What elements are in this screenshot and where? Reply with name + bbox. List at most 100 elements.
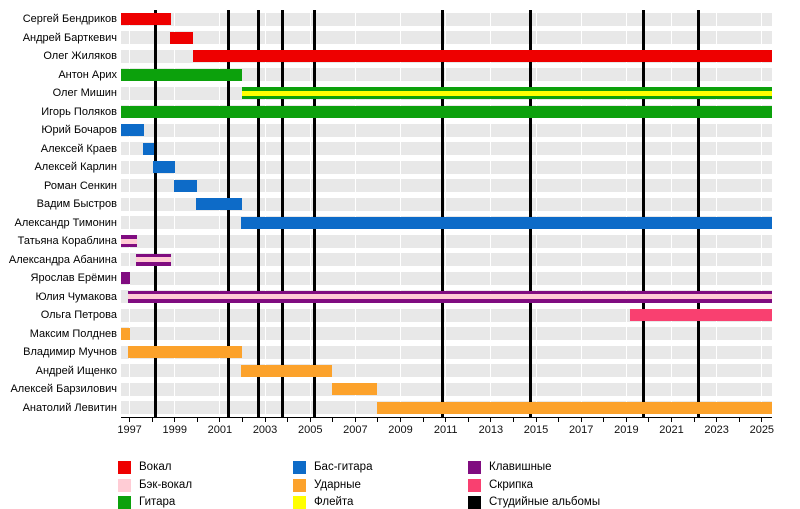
year-gridline — [716, 10, 718, 417]
backing_vocal-stripe — [128, 294, 772, 300]
year-gridline — [671, 10, 673, 417]
member-label: Александр Тимонин — [14, 216, 117, 229]
member-label: Игорь Поляков — [41, 105, 117, 118]
x-axis-tick — [196, 418, 198, 422]
member-label: Андрей Барткевич — [22, 31, 117, 44]
x-axis-tick — [354, 418, 356, 422]
x-axis-tick-label: 2017 — [568, 424, 594, 436]
member-role-bar — [240, 216, 772, 229]
legend-swatch-vocal — [118, 461, 131, 474]
x-axis-tick — [129, 418, 131, 422]
legend-swatch-flute — [293, 496, 306, 509]
x-axis-tick — [174, 418, 176, 422]
year-gridline — [309, 10, 311, 417]
x-axis-tick — [309, 418, 311, 422]
x-axis-tick — [490, 418, 492, 422]
studio-album-line — [313, 10, 317, 417]
x-axis-tick-label: 2021 — [659, 424, 684, 436]
x-axis-tick — [580, 418, 582, 422]
member-role-bar — [174, 179, 197, 192]
backing_vocal-stripe — [136, 257, 171, 263]
year-gridline — [129, 10, 131, 417]
member-labels-column: Сергей Бендриков Андрей Барткевич Олег Жил… — [0, 0, 117, 417]
x-axis-tick-label: 2009 — [388, 424, 413, 436]
x-axis-tick-label: 2001 — [207, 424, 233, 436]
member-role-bar — [121, 327, 131, 340]
year-gridline — [264, 10, 266, 417]
x-axis-tick — [558, 418, 560, 422]
member-label: Вадим Быстров — [36, 198, 117, 210]
member-label: Владимир Мучнов — [23, 346, 117, 358]
x-axis-tick-label: 2023 — [704, 424, 729, 436]
member-role-bar — [136, 253, 171, 266]
member-label: Андрей Ищенко — [35, 364, 117, 377]
legend-swatch-backing_vocal — [118, 478, 131, 492]
legend-swatch-drums — [293, 478, 306, 492]
x-axis-tick — [332, 418, 334, 422]
x-axis-tick — [512, 418, 514, 422]
member-role-bar — [241, 87, 772, 100]
x-axis-tick-label: 2025 — [749, 424, 775, 436]
member-role-bar — [121, 13, 171, 26]
legend-label: Бас-гитара — [314, 461, 373, 473]
chart-legend: Вокал Бэк-вокал Гитара Бас-гитара Ударные Фле… — [0, 450, 800, 509]
x-axis-tick-label: 1999 — [162, 424, 187, 436]
x-axis-tick — [671, 418, 673, 422]
flute-stripe — [241, 90, 772, 96]
x-axis-line — [121, 417, 772, 418]
year-gridline — [580, 10, 582, 417]
member-label: Анатолий Левитин — [22, 401, 117, 414]
legend-swatch-guitar — [118, 496, 131, 509]
legend-label: Гитара — [139, 496, 176, 508]
legend-swatch-albums — [468, 496, 481, 509]
studio-album-line — [256, 10, 260, 417]
legend-swatch-bass — [293, 461, 306, 474]
year-gridline — [761, 10, 763, 417]
member-label: Алексей Барзилович — [10, 383, 117, 395]
member-role-bar — [128, 346, 242, 359]
studio-album-line — [441, 10, 445, 417]
x-axis-tick-label: 2019 — [614, 424, 639, 436]
x-axis-tick — [264, 418, 266, 422]
x-axis-tick — [603, 418, 605, 422]
studio-album-line — [281, 10, 285, 417]
studio-album-line — [226, 10, 230, 417]
year-gridline — [219, 10, 221, 417]
legend-label: Бэк-вокал — [139, 478, 193, 491]
member-label: Алексей Карлин — [34, 161, 117, 173]
member-label: Роман Сенкин — [44, 179, 117, 192]
member-label: Олег Жиляков — [43, 50, 117, 62]
member-role-bar — [121, 124, 145, 137]
x-axis-tick-label: 2013 — [478, 424, 504, 436]
x-axis-tick — [625, 418, 627, 422]
legend-swatch-violin — [468, 478, 481, 492]
legend-label: Вокал — [139, 461, 172, 473]
member-role-bar — [630, 309, 772, 322]
x-axis-tick — [716, 418, 718, 422]
legend-label: Флейта — [314, 496, 354, 508]
x-axis-tick — [377, 418, 379, 422]
x-axis-tick-label: 1997 — [117, 424, 142, 436]
x-axis-tick — [400, 418, 402, 422]
x-axis: 1997 1999 2001 2003 2005 2007 2009 2011 2013 2015… — [117, 417, 774, 449]
x-axis-tick — [287, 418, 289, 422]
x-axis-tick — [422, 418, 424, 422]
legend-label: Ударные — [314, 478, 361, 491]
x-axis-tick — [219, 418, 221, 422]
year-gridline — [400, 10, 402, 417]
x-axis-tick — [241, 418, 243, 422]
studio-album-line — [528, 10, 532, 417]
member-label: Сергей Бендриков — [22, 13, 117, 25]
legend-swatch-keyboards — [468, 461, 481, 474]
timeline-plot-area — [121, 10, 772, 417]
studio-album-line — [153, 10, 157, 417]
x-axis-tick-label: 2015 — [523, 424, 549, 436]
member-role-bar — [121, 68, 242, 81]
backing_vocal-stripe — [121, 238, 138, 244]
x-axis-tick — [151, 418, 153, 422]
x-axis-tick-label: 2003 — [252, 424, 278, 436]
x-axis-tick-label: 2007 — [343, 424, 368, 436]
x-axis-tick — [535, 418, 537, 422]
x-axis-tick — [467, 418, 469, 422]
